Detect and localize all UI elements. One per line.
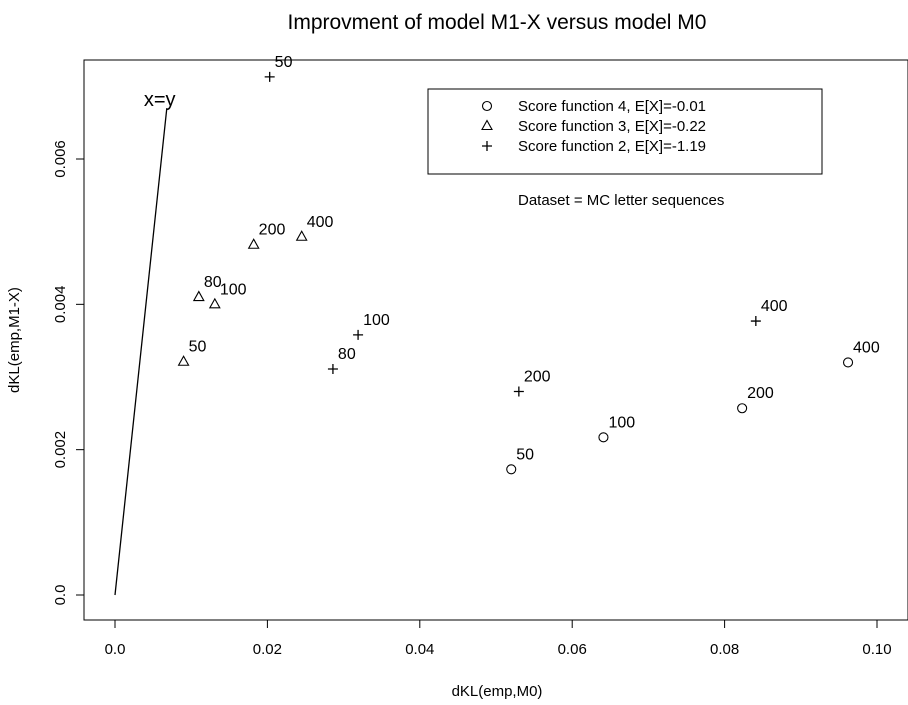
triangle-marker xyxy=(192,290,205,302)
circle-marker xyxy=(481,100,493,112)
chart-title: Improvment of model M1-X versus model M0 xyxy=(288,11,707,34)
plus-marker xyxy=(482,141,492,151)
point-label: 100 xyxy=(220,281,247,298)
plus-marker xyxy=(513,386,524,397)
point-label: 200 xyxy=(747,385,774,402)
point-label: 50 xyxy=(516,446,534,463)
y-tick-label: 0.002 xyxy=(52,431,69,469)
point-label: 50 xyxy=(275,54,293,71)
x-tick-label: 0.08 xyxy=(710,641,739,658)
plus-marker xyxy=(264,71,275,82)
point-label: 50 xyxy=(189,339,207,356)
circle-marker xyxy=(598,432,609,443)
point-label: 100 xyxy=(608,414,635,431)
y-tick-label: 0.004 xyxy=(52,286,69,324)
triangle-marker xyxy=(208,297,221,309)
x-tick-label: 0.04 xyxy=(405,641,434,658)
plus-marker xyxy=(327,364,338,375)
point-label: 100 xyxy=(363,312,390,329)
x-tick-label: 0.0 xyxy=(105,641,126,658)
circle-marker xyxy=(506,464,517,475)
circle-marker xyxy=(737,403,748,414)
point-label: 400 xyxy=(307,214,334,231)
reference-line-group: x=y xyxy=(114,89,176,596)
y-axis-label: dKL(emp,M1-X) xyxy=(6,287,23,393)
plus-marker xyxy=(353,329,364,340)
reference-line xyxy=(114,108,168,596)
legend-label: Score function 4, E[X]=-0.01 xyxy=(518,98,706,115)
point-label: 400 xyxy=(761,298,788,315)
y-tick-label: 0.0 xyxy=(52,585,69,606)
legend-box xyxy=(427,88,823,175)
plot-area xyxy=(83,59,908,621)
point-label: 80 xyxy=(204,274,222,291)
y-tick-label: 0.006 xyxy=(52,140,69,178)
triangle-marker xyxy=(295,230,308,241)
x-axis-label: dKL(emp,M0) xyxy=(452,683,543,700)
x-tick-label: 0.10 xyxy=(862,641,891,658)
x-tick-label: 0.06 xyxy=(558,641,587,658)
plus-marker xyxy=(750,316,761,327)
point-label: 400 xyxy=(853,339,880,356)
triangle-marker xyxy=(481,119,493,131)
axes: 0.0 0.02 0.04 0.06 0.08 0.10 0.0 0.002 0.004 0.00… xyxy=(52,140,892,658)
circle-marker xyxy=(842,357,854,368)
x-tick-label: 0.02 xyxy=(253,641,282,658)
point-label: 80 xyxy=(338,346,356,363)
dataset-note: Dataset = MC letter sequences xyxy=(518,192,724,209)
triangle-marker xyxy=(177,355,190,366)
point-label: 200 xyxy=(259,222,286,239)
triangle-marker xyxy=(247,238,260,249)
legend-label: Score function 2, E[X]=-1.19 xyxy=(518,138,706,155)
reference-line-label: x=y xyxy=(144,89,176,111)
legend: Score function 4, E[X]=-0.01 Score functi… xyxy=(427,88,823,175)
point-label: 200 xyxy=(524,369,551,386)
legend-label: Score function 3, E[X]=-0.22 xyxy=(518,118,706,135)
